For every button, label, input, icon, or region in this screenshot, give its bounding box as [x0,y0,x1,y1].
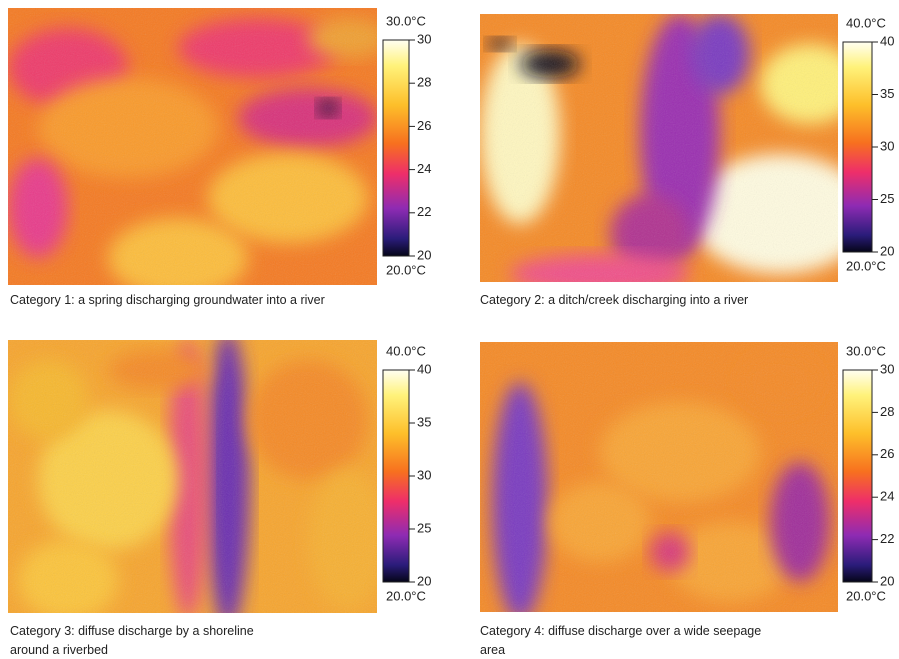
panel: 40.0°C 20.0°C20 25 30 35 40 [8,340,431,613]
colorbar [842,369,873,583]
tick-label: 22 [417,204,431,219]
tick-label: 20 [417,247,431,262]
colorbar [382,369,410,583]
scale-min-label: 20.0°C [846,588,886,603]
tick-label: 22 [880,531,894,546]
caption-line: Category 4: diffuse discharge over a wid… [480,624,762,638]
image-grain [480,14,838,282]
tick-label: 26 [417,118,431,133]
panel: 40.0°C 20.0°C20 25 30 35 40 [480,14,894,282]
image-grain [480,342,838,612]
tick-label: 35 [880,86,894,101]
tick-label: 25 [880,191,894,206]
scale-min-label: 20.0°C [386,262,426,277]
tick-label: 40 [880,33,894,48]
tick-label: 24 [880,489,894,504]
tick-label: 20 [880,573,894,588]
caption-line: Category 2: a ditch/creek discharging in… [480,293,749,307]
tick-label: 30 [417,467,431,482]
colorbar [382,39,410,257]
caption-line: around a riverbed [10,643,108,657]
tick-label: 30 [417,31,431,46]
colorbar [842,41,873,253]
tick-label: 24 [417,161,431,176]
caption: Category 2: a ditch/creek discharging in… [480,291,748,310]
caption: Category 1: a spring discharging groundw… [10,291,325,310]
panel: 30.0°C 20.0°C20 22 24 26 28 30 [8,8,431,285]
tick-label: 35 [417,414,431,429]
panel: 30.0°C 20.0°C20 22 24 26 28 30 [480,342,894,612]
tick-label: 28 [417,75,431,90]
thermal-image [480,14,838,282]
image-grain [8,8,377,285]
tick-label: 40 [417,361,431,376]
caption-line: Category 1: a spring discharging groundw… [10,293,325,307]
thermal-image [480,342,838,612]
scale-min-label: 20.0°C [846,258,886,273]
tick-label: 30 [880,138,894,153]
caption: Category 3: diffuse discharge by a shore… [10,622,254,659]
scale-min-label: 20.0°C [386,588,426,603]
scale-max-label: 40.0°C [386,343,426,358]
thermal-image [8,340,377,613]
tick-label: 26 [880,446,894,461]
tick-label: 20 [880,243,894,258]
scale-max-label: 40.0°C [846,15,886,30]
caption-line: area [480,643,506,657]
caption: Category 4: diffuse discharge over a wid… [480,622,761,659]
tick-label: 25 [417,520,431,535]
tick-label: 30 [880,361,894,376]
tick-label: 28 [880,404,894,419]
scale-max-label: 30.0°C [386,13,426,28]
scale-max-label: 30.0°C [846,343,886,358]
tick-label: 20 [417,573,431,588]
thermal-image [8,8,377,285]
caption-line: Category 3: diffuse discharge by a shore… [10,624,254,638]
image-grain [8,340,377,613]
